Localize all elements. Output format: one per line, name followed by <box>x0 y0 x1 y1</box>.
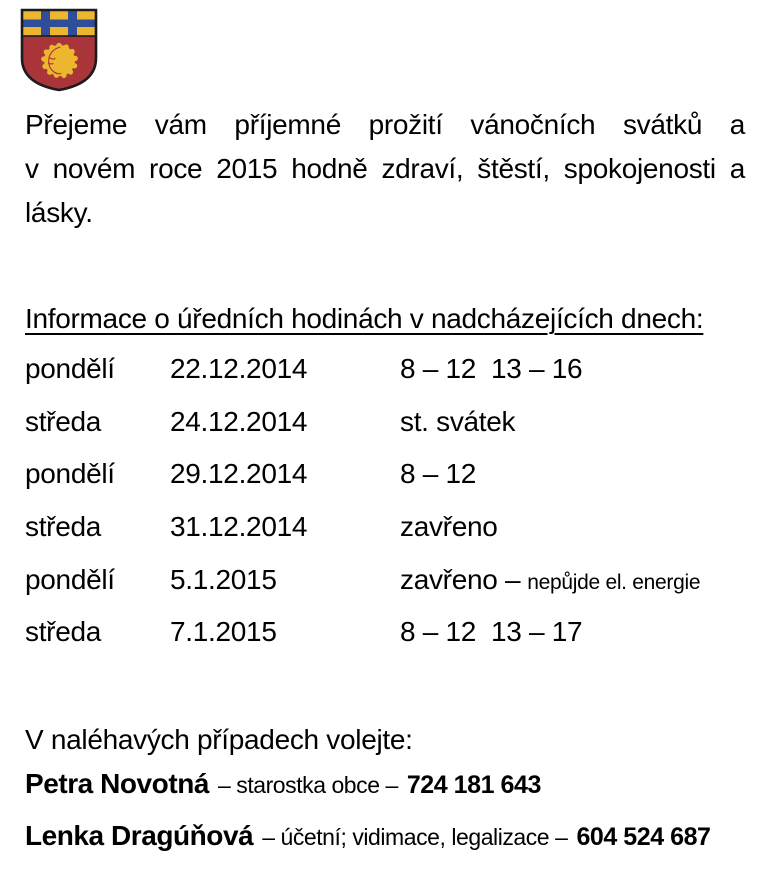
day-cell: středa <box>25 405 102 437</box>
contact-role: – účetní; vidimace, legalizace – <box>262 824 568 850</box>
contact-phone: 604 524 687 <box>576 823 711 851</box>
contact-phone: 724 181 643 <box>406 771 542 799</box>
greeting-line: lásky. <box>25 197 93 228</box>
day-cell: pondělí <box>25 353 115 385</box>
date-cell: 24.12.2014 <box>170 405 308 437</box>
day-cell: pondělí <box>25 458 115 490</box>
hours-cell: 8 – 12 13 – 16 <box>400 353 583 385</box>
table-row: středa 24.12.2014 st. svátek <box>25 396 740 449</box>
hours-cell: zavřeno – <box>400 563 521 595</box>
greeting-paragraph: Přejeme vám příjemné prožití vánočních s… <box>25 103 745 235</box>
date-cell: 22.12.2014 <box>170 353 308 385</box>
table-row: pondělí 22.12.2014 8 – 12 13 – 16 <box>25 343 740 396</box>
hours-cell: zavřeno <box>400 511 498 543</box>
day-cell: pondělí <box>25 563 115 595</box>
greeting-line: Přejeme vám příjemné prožití vánočních s… <box>25 109 745 140</box>
date-cell: 7.1.2015 <box>170 616 277 648</box>
office-hours-heading: Informace o úředních hodinách v nadcháze… <box>25 303 704 334</box>
day-cell: středa <box>25 511 102 543</box>
office-hours-table: pondělí 22.12.2014 8 – 12 13 – 16 středa… <box>25 343 740 659</box>
table-row: středa 7.1.2015 8 – 12 13 – 17 <box>25 606 740 659</box>
hours-note: nepůjde el. energie <box>527 570 701 594</box>
contact-line: Lenka Dragúňová – účetní; vidimace, lega… <box>25 820 755 864</box>
contact-name: Petra Novotná <box>25 768 209 799</box>
urgent-contacts-heading: V naléhavých případech volejte: <box>25 724 413 755</box>
table-row: středa 31.12.2014 zavřeno <box>25 501 740 554</box>
coat-of-arms-icon <box>20 8 98 92</box>
hours-cell: st. svátek <box>400 405 516 437</box>
contact-name: Lenka Dragúňová <box>25 820 254 851</box>
hours-cell: 8 – 12 <box>400 458 477 490</box>
date-cell: 29.12.2014 <box>170 458 308 490</box>
coat-of-arms <box>20 8 98 92</box>
date-cell: 31.12.2014 <box>170 511 308 543</box>
contact-role: – starostka obce – <box>217 772 398 798</box>
day-cell: středa <box>25 616 102 648</box>
date-cell: 5.1.2015 <box>170 563 277 595</box>
table-row: pondělí 5.1.2015 zavřeno – nepůjde el. e… <box>25 553 740 606</box>
hours-cell: 8 – 12 13 – 17 <box>400 616 583 648</box>
table-row: pondělí 29.12.2014 8 – 12 <box>25 448 740 501</box>
contact-line: Petra Novotná – starostka obce – 724 181… <box>25 768 755 812</box>
greeting-line: v novém roce 2015 hodně zdraví, štěstí, … <box>25 153 745 184</box>
